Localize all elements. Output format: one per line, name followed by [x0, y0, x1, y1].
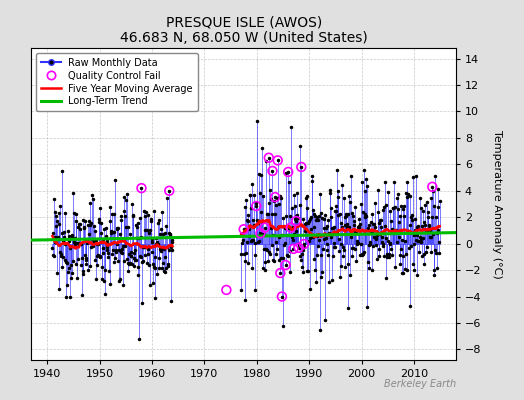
Point	[274, 157, 282, 164]
Point	[276, 270, 285, 276]
Point	[265, 154, 273, 161]
Text: Berkeley Earth: Berkeley Earth	[384, 379, 456, 389]
Point	[239, 226, 248, 232]
Point	[165, 188, 173, 194]
Point	[292, 218, 300, 224]
Point	[222, 287, 231, 293]
Point	[271, 194, 279, 200]
Legend: Raw Monthly Data, Quality Control Fail, Five Year Moving Average, Long-Term Tren: Raw Monthly Data, Quality Control Fail, …	[36, 53, 198, 111]
Point	[137, 185, 146, 191]
Point	[284, 169, 292, 175]
Point	[278, 293, 286, 300]
Point	[256, 230, 265, 236]
Y-axis label: Temperature Anomaly (°C): Temperature Anomaly (°C)	[492, 130, 502, 278]
Point	[281, 262, 290, 268]
Title: PRESQUE ISLE (AWOS)
46.683 N, 68.050 W (United States): PRESQUE ISLE (AWOS) 46.683 N, 68.050 W (…	[120, 15, 367, 46]
Point	[252, 203, 260, 209]
Point	[294, 244, 303, 251]
Point	[428, 184, 436, 190]
Point	[268, 168, 277, 174]
Point	[297, 164, 305, 170]
Point	[287, 224, 295, 231]
Point	[260, 224, 269, 231]
Point	[300, 241, 308, 247]
Point	[289, 246, 298, 252]
